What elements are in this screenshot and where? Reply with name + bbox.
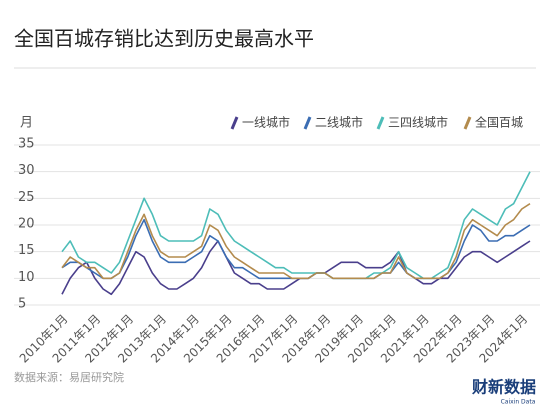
legend-label: 二线城市	[315, 115, 363, 130]
legend-swatch	[376, 116, 385, 130]
logo-sub: Caixin Data	[501, 399, 536, 406]
y-tick-label: 35	[18, 137, 35, 152]
y-tick-label: 5	[18, 297, 26, 312]
y-tick-label: 15	[18, 243, 35, 258]
source: 数据来源：易居研究院	[14, 370, 124, 384]
logo: 财新数据	[471, 378, 536, 397]
legend-swatch	[303, 116, 312, 130]
series-line	[61, 203, 531, 280]
legend-swatch	[230, 116, 239, 130]
y-tick-label: 25	[18, 190, 35, 205]
series-line	[61, 171, 531, 280]
y-tick-label: 20	[18, 217, 35, 232]
y-tick-label: 30	[18, 163, 35, 178]
legend-swatch	[463, 116, 472, 130]
legend-label: 三四线城市	[388, 115, 448, 130]
legend-label: 全国百城	[475, 115, 523, 130]
legend-label: 一线城市	[242, 115, 290, 130]
y-tick-label: 10	[18, 270, 35, 285]
chart-title: 全国百城存销比达到历史最高水平	[14, 27, 314, 51]
series-line	[61, 240, 531, 296]
y-axis-label: 月	[20, 116, 33, 131]
